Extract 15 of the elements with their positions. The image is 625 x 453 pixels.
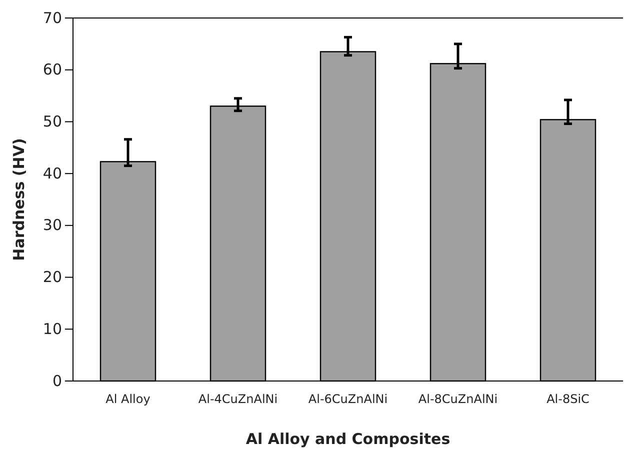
y-tick-label: 40 <box>42 164 62 182</box>
y-tick-label: 70 <box>42 8 62 27</box>
y-axis-title: Hardness (HV) <box>10 138 28 261</box>
y-tick-label: 0 <box>52 372 62 390</box>
x-tick-label: Al-8SiC <box>546 392 590 406</box>
y-tick-label: 10 <box>42 320 62 338</box>
x-axis-title: Al Alloy and Composites <box>246 430 450 448</box>
y-tick-label: 30 <box>42 216 62 234</box>
x-tick-label: Al Alloy <box>106 392 150 406</box>
x-tick-label: Al-4CuZnAlNi <box>198 392 278 406</box>
x-tick-label: Al-6CuZnAlNi <box>308 392 388 406</box>
y-tick-label: 60 <box>42 60 62 79</box>
y-tick-label: 20 <box>42 268 62 286</box>
y-tick-label: 50 <box>42 112 62 131</box>
x-tick-label: Al-8CuZnAlNi <box>418 392 498 406</box>
